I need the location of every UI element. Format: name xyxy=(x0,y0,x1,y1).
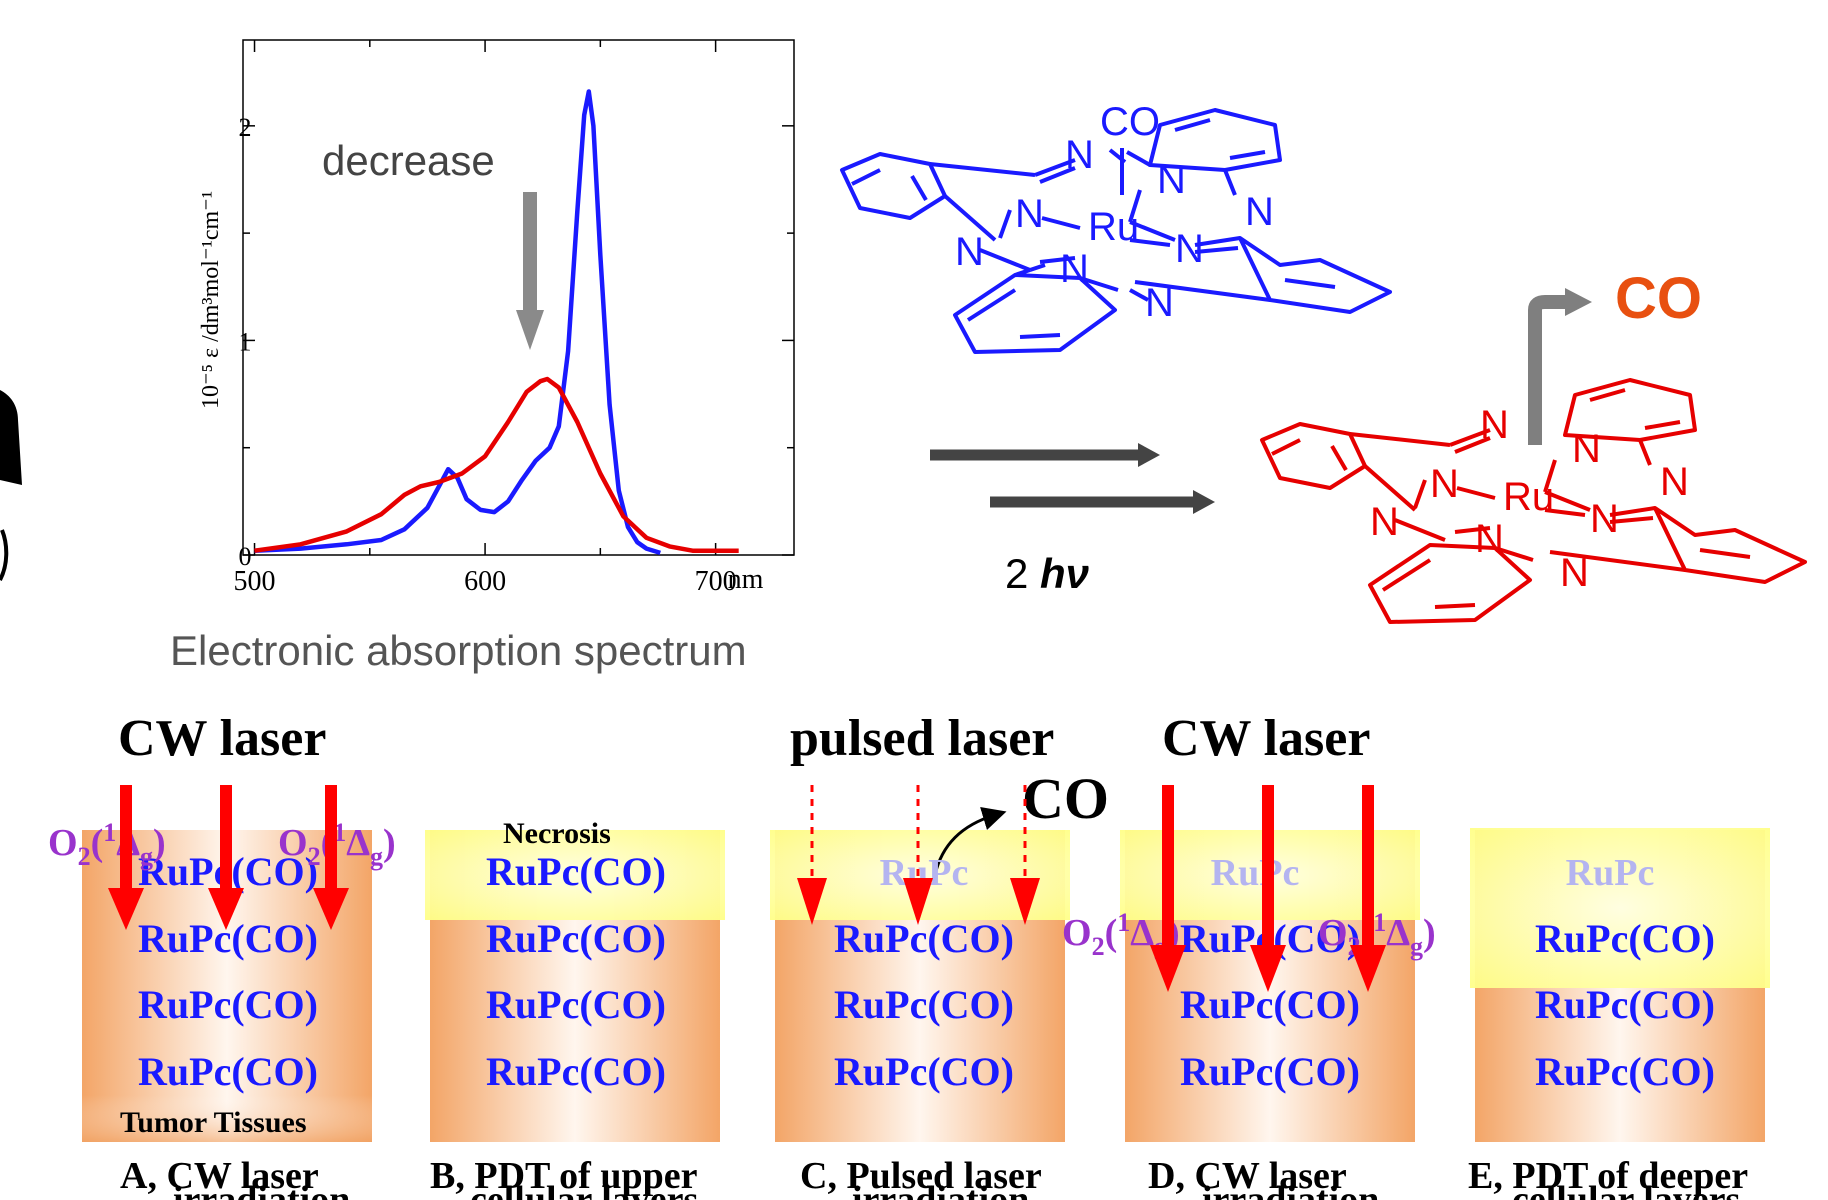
left-edge-fragment xyxy=(0,390,22,581)
compound-b-2: RuPc(CO) xyxy=(486,916,666,961)
panel-e-tissue xyxy=(1470,828,1770,1142)
molecule-rupc-co-atoms: N CO N N N Ru N N N N xyxy=(955,100,1274,325)
y-tick-label: 1 xyxy=(239,327,252,356)
decrease-arrow-head xyxy=(516,310,544,350)
svg-text:N: N xyxy=(1480,403,1509,447)
panel-co-label: CO xyxy=(1022,766,1109,831)
x-tick-label: 700 xyxy=(695,566,737,597)
svg-text:CO: CO xyxy=(1100,100,1160,144)
pulsed-laser-arrows-c xyxy=(797,785,1040,925)
compound-d-4: RuPc(CO) xyxy=(1180,1049,1360,1094)
laser-label-cw-1: CW laser xyxy=(118,710,326,767)
svg-text:N: N xyxy=(1660,460,1689,504)
svg-text:N: N xyxy=(1430,462,1459,506)
chart-lines xyxy=(254,89,739,556)
y-tick-label: 2 xyxy=(239,113,252,142)
laser-label-cw-2: CW laser xyxy=(1162,710,1370,767)
svg-text:N: N xyxy=(1157,158,1186,202)
co-escape-arrow xyxy=(933,806,1007,876)
compound-d-faded: RuPc xyxy=(1211,852,1300,894)
compound-e-faded: RuPc xyxy=(1566,852,1655,894)
svg-text:N: N xyxy=(1590,497,1619,541)
svg-text:N: N xyxy=(1065,133,1094,177)
caption-b: B, PDT of upper xyxy=(430,1155,698,1197)
caption-a-line2: irradiation xyxy=(173,1179,350,1200)
tissue-panels: CW laser pulsed laser CW laser CO Necros… xyxy=(48,710,1770,1200)
x-axis-unit: nm xyxy=(728,564,764,595)
spectrum-series-2 xyxy=(254,376,739,553)
svg-text:N: N xyxy=(1370,500,1399,544)
compound-c-2: RuPc(CO) xyxy=(834,916,1014,961)
compound-b-4: RuPc(CO) xyxy=(486,1049,666,1094)
svg-text:N: N xyxy=(1145,281,1174,325)
compound-a-4: RuPc(CO) xyxy=(138,1049,318,1094)
caption-a: A, CW laser xyxy=(120,1155,319,1197)
y-tick-label: 0 xyxy=(239,542,252,571)
svg-text:N: N xyxy=(1060,247,1089,291)
compound-c-4: RuPc(CO) xyxy=(834,1049,1014,1094)
reaction-arrows xyxy=(930,443,1215,514)
x-tick-label: 500 xyxy=(234,566,276,597)
svg-text:N: N xyxy=(1475,517,1504,561)
caption-e-line2: cellular layers xyxy=(1512,1179,1740,1200)
compound-a-3: RuPc(CO) xyxy=(138,982,318,1027)
molecule-rupc-co xyxy=(840,108,1392,354)
compound-d-3: RuPc(CO) xyxy=(1180,982,1360,1027)
tumor-tissues-label: Tumor Tissues xyxy=(120,1106,307,1139)
light-label: 2 hν xyxy=(1005,550,1089,597)
cw-laser-arrows-d xyxy=(1150,785,1386,992)
y-axis-label: 10⁻⁵ ε /dm³mol⁻¹cm⁻¹ xyxy=(198,191,224,409)
co-release-arrow xyxy=(1528,288,1592,445)
svg-text:N: N xyxy=(1175,227,1204,271)
panel-b-tissue xyxy=(425,830,725,1142)
svg-text:N: N xyxy=(1572,427,1601,471)
cw-laser-arrows-a xyxy=(108,785,349,930)
molecule-rupc-atoms: N N N N Ru N N N N xyxy=(1370,403,1689,595)
svg-text:Ru: Ru xyxy=(1503,475,1554,519)
x-tick-label: 600 xyxy=(464,566,506,597)
singlet-oxygen-d2: O2(1Δg) xyxy=(1318,908,1436,961)
caption-e: E, PDT of deeper xyxy=(1468,1155,1748,1197)
caption-b-line2: cellular layers xyxy=(470,1179,698,1200)
svg-text:N: N xyxy=(1560,551,1589,595)
spectrum-series-1 xyxy=(254,89,661,556)
released-co-label: CO xyxy=(1615,266,1702,331)
necrosis-label: Necrosis xyxy=(503,817,611,850)
compound-c-3: RuPc(CO) xyxy=(834,982,1014,1027)
compound-e-4: RuPc(CO) xyxy=(1535,1049,1715,1094)
molecule-rupc xyxy=(1260,378,1807,624)
compound-e-2: RuPc(CO) xyxy=(1535,916,1715,961)
caption-c-line2: irradiation xyxy=(852,1179,1029,1200)
caption-d: D, CW laser xyxy=(1148,1155,1347,1197)
caption-d-line2: irradiation xyxy=(1202,1179,1379,1200)
compound-e-3: RuPc(CO) xyxy=(1535,982,1715,1027)
laser-label-pulsed: pulsed laser xyxy=(790,710,1054,767)
plot-frame xyxy=(242,39,795,556)
decrease-annotation: decrease xyxy=(322,137,495,184)
chart-ticks xyxy=(243,40,794,556)
svg-text:N: N xyxy=(1015,192,1044,236)
spectrum-caption: Electronic absorption spectrum xyxy=(170,627,747,674)
svg-text:N: N xyxy=(955,230,984,274)
compound-b-3: RuPc(CO) xyxy=(486,982,666,1027)
compound-b-1: RuPc(CO) xyxy=(486,849,666,894)
svg-text:N: N xyxy=(1245,190,1274,234)
svg-text:Ru: Ru xyxy=(1088,205,1139,249)
caption-c: C, Pulsed laser xyxy=(800,1155,1042,1197)
